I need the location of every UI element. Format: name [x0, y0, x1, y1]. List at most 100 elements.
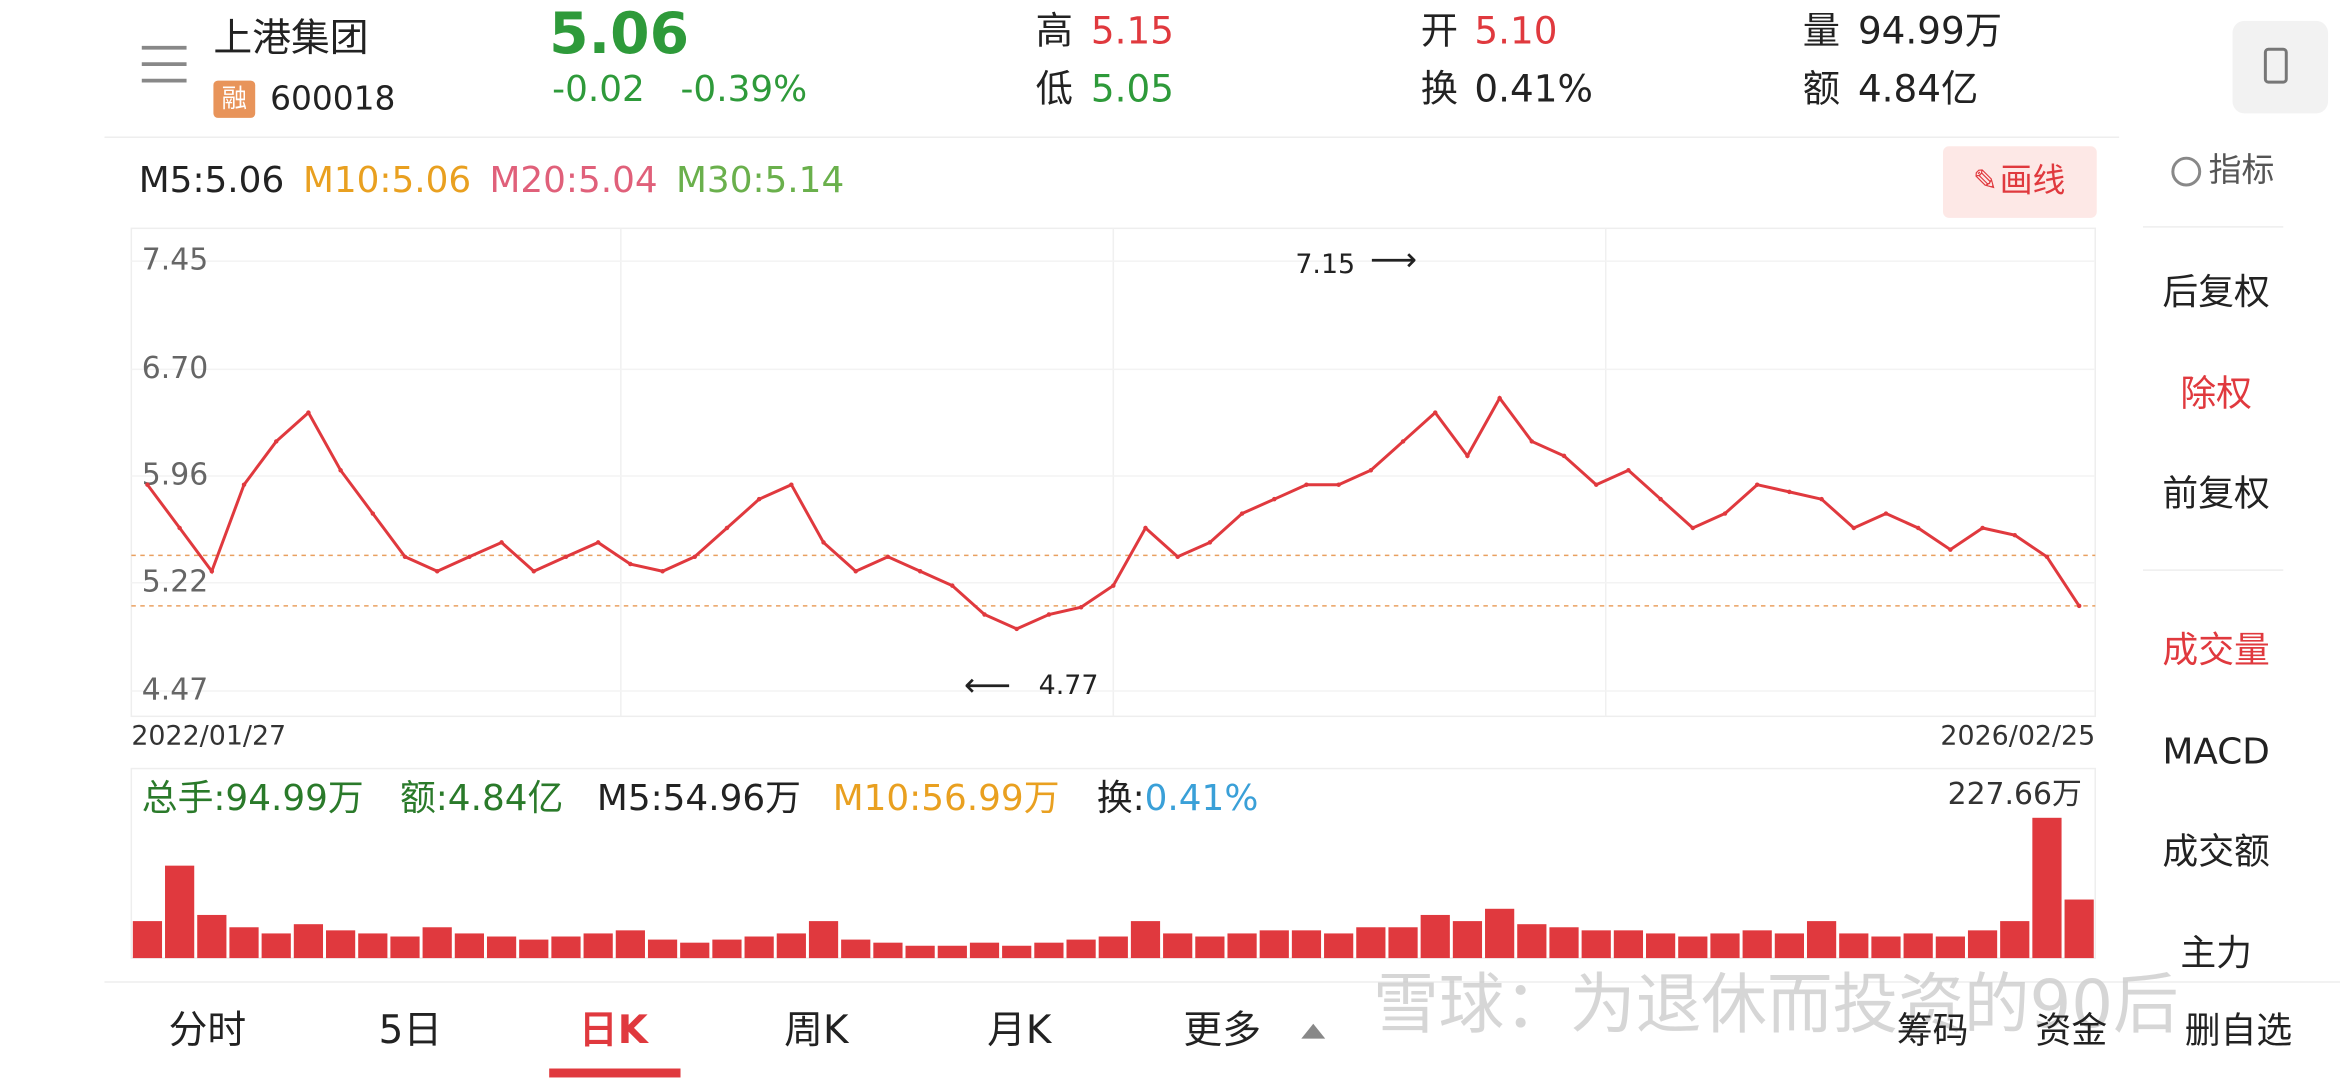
gauge-icon	[2171, 156, 2202, 187]
label: 额	[1803, 67, 1840, 111]
price-point	[1722, 511, 1728, 516]
price-point	[1239, 511, 1245, 516]
volume-bar	[1452, 921, 1483, 959]
price-point	[885, 554, 891, 560]
volume-bar	[2000, 921, 2030, 959]
volume-bar	[1613, 930, 1644, 959]
volume-bar	[1420, 914, 1450, 959]
volume-bar	[647, 939, 678, 959]
volume-bar	[454, 933, 484, 959]
volume-bar	[1710, 933, 1740, 959]
tab[interactable]: 分时	[169, 1008, 247, 1053]
side-menu-item[interactable]: 后复权	[2162, 272, 2269, 313]
price-point	[950, 583, 955, 588]
tab[interactable]: 周K	[784, 1008, 850, 1053]
tab[interactable]: 更多	[1183, 1008, 1261, 1053]
volume-bar	[1259, 930, 1289, 959]
price-point	[1980, 525, 1985, 531]
volume-bar	[2032, 817, 2062, 959]
volume-bar	[1549, 927, 1579, 959]
price-point	[1851, 525, 1857, 531]
action[interactable]: 筹码	[1897, 1011, 1969, 1052]
volume-bar	[1646, 933, 1676, 959]
change: -0.02	[552, 69, 645, 110]
volume-bar	[1839, 933, 1869, 959]
volume-bar	[776, 933, 806, 959]
volume-bar	[1485, 908, 1515, 959]
price-point	[467, 554, 472, 560]
draw-label: 画线	[2000, 162, 2066, 200]
price-point	[1207, 540, 1213, 545]
vol-amount: 额:4.84亿	[400, 778, 563, 819]
side-menu-item[interactable]: 成交量	[2162, 630, 2269, 671]
volume-bar	[1227, 933, 1257, 959]
price-point	[402, 554, 408, 560]
side-menu-item[interactable]: MACD	[2162, 732, 2269, 773]
y-tick-label: 6.70	[142, 351, 208, 386]
volume-bar	[969, 942, 1000, 959]
price-point	[1497, 395, 1502, 401]
price-point	[1626, 468, 1631, 473]
volume-bar	[326, 930, 356, 959]
landscape-button[interactable]	[2232, 20, 2329, 114]
phone-icon	[2263, 47, 2288, 84]
price-point	[306, 410, 311, 415]
indicator-button[interactable]: 指标	[2209, 151, 2275, 189]
open: 5.10	[1474, 8, 1557, 52]
price-point	[1014, 626, 1019, 632]
price-point	[628, 561, 633, 567]
volume-bar	[1130, 921, 1161, 959]
price-point	[1787, 489, 1792, 495]
price-point	[724, 525, 730, 531]
price-point	[177, 525, 182, 531]
volume-bar	[615, 930, 645, 959]
action[interactable]: 删自选	[2185, 1011, 2292, 1052]
price-point	[241, 482, 247, 487]
tab[interactable]: 5日	[379, 1008, 442, 1053]
price: 5.06	[549, 1, 689, 67]
menu-icon[interactable]	[141, 45, 187, 83]
y-tick-label: 7.45	[142, 243, 208, 278]
more-triangle	[1301, 1023, 1326, 1039]
tab[interactable]: 月K	[987, 1008, 1053, 1053]
volume-bar	[744, 936, 774, 959]
ma-legend: M30:5.14	[676, 160, 844, 201]
volume-bar	[551, 936, 581, 959]
y-tick-label: 5.96	[142, 458, 208, 493]
tab-underline	[549, 1068, 681, 1078]
side-menu-item[interactable]: 前复权	[2162, 473, 2269, 514]
volume-bar	[1098, 936, 1128, 959]
start-date: 2022/01/27	[131, 721, 286, 752]
vol-turnover: 0.41%	[1145, 778, 1259, 819]
vol-m5: M5:54.96万	[597, 778, 801, 819]
label: 高	[1036, 8, 1073, 52]
tab[interactable]: 日K	[579, 1008, 650, 1053]
price-point	[370, 511, 376, 516]
price-point	[917, 569, 923, 574]
price-point	[531, 569, 537, 574]
high-note: 7.15	[1295, 249, 1355, 280]
draw-button[interactable]	[1943, 146, 2097, 218]
side-menu-item[interactable]: 除权	[2180, 373, 2252, 414]
label: 换	[1421, 67, 1458, 111]
side-menu-item[interactable]: 成交额	[2162, 832, 2269, 873]
volume-bar	[1388, 927, 1418, 959]
volume-bar	[486, 936, 517, 959]
volume-bar	[261, 933, 291, 959]
price-point	[1175, 554, 1180, 560]
ma-legend: M20:5.04	[489, 160, 657, 201]
side-menu-item[interactable]: 主力	[2180, 933, 2252, 974]
price-point	[982, 612, 987, 617]
volume-bar	[1774, 933, 1804, 959]
volume-bar	[1002, 945, 1032, 959]
price-point	[1754, 482, 1760, 487]
price-point	[209, 569, 215, 574]
volume-bar	[390, 936, 420, 959]
ma-legend: M10:5.06	[303, 160, 471, 201]
price-point	[1078, 605, 1084, 610]
price-point	[2012, 532, 2017, 538]
label: 开	[1421, 8, 1458, 52]
volume-bar	[1356, 927, 1386, 959]
action[interactable]: 资金	[2036, 1011, 2108, 1052]
price-point	[1111, 583, 1116, 588]
